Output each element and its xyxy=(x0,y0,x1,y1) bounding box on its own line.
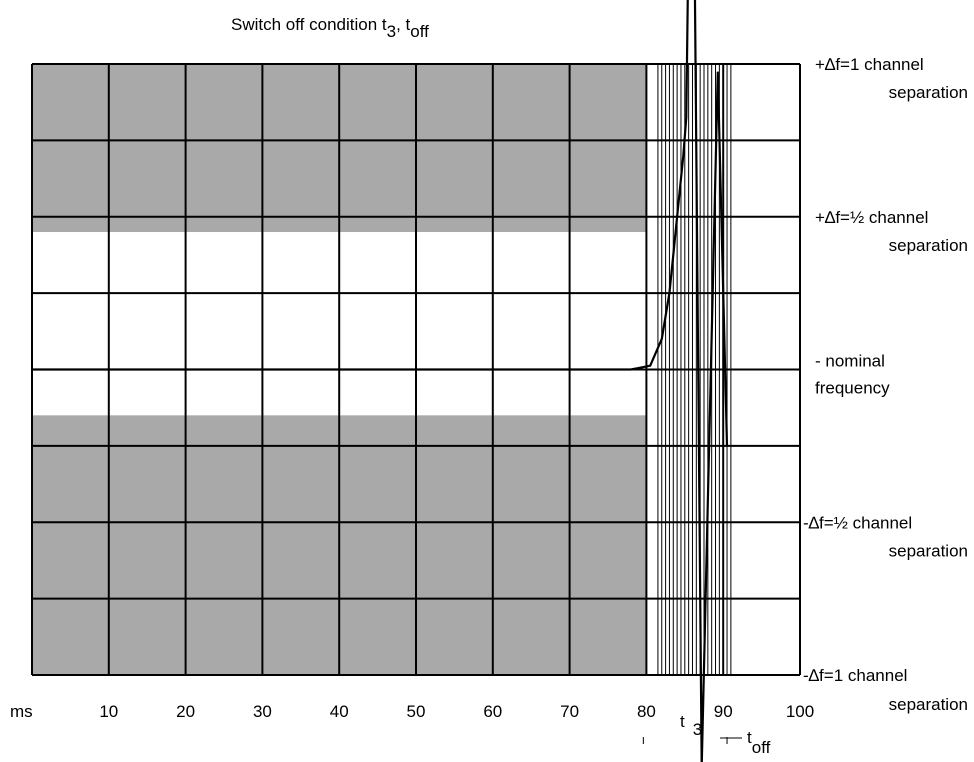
series-layer xyxy=(32,0,729,762)
t3-label-sub: 3 xyxy=(693,720,702,739)
x-tick-label-60: 60 xyxy=(483,702,502,721)
x-tick-label-50: 50 xyxy=(407,702,426,721)
time-markers: t 3 toff xyxy=(642,712,771,757)
side-label-3-line-2: separation xyxy=(889,541,968,560)
side-label-4-line-1: -∆f=1 channel xyxy=(803,666,907,685)
chart-title-sub2: off xyxy=(410,22,429,41)
side-label-0-line-1: +∆f=1 channel xyxy=(815,55,924,74)
side-label-1-line-2: separation xyxy=(889,236,968,255)
toff-label-sub: off xyxy=(752,738,771,757)
series-line-0 xyxy=(32,0,729,762)
x-tick-label-70: 70 xyxy=(560,702,579,721)
side-label-0-line-2: separation xyxy=(889,83,968,102)
chart-title-sub1: 3 xyxy=(387,22,396,41)
chart-title: Switch off condition t3, toff xyxy=(231,15,429,41)
x-tick-label-80: 80 xyxy=(637,702,656,721)
x-tick-label-90: 90 xyxy=(714,702,733,721)
side-label-3-line-1: -∆f=½ channel xyxy=(803,513,912,532)
x-tick-label-100: 100 xyxy=(786,702,814,721)
toff-label: toff xyxy=(747,728,771,757)
side-label-4-line-2: separation xyxy=(889,695,968,714)
x-tick-label-20: 20 xyxy=(176,702,195,721)
chart-title-main: Switch off condition t xyxy=(231,15,387,34)
side-label-1-line-1: +∆f=½ channel xyxy=(815,208,928,227)
x-tick-label-30: 30 xyxy=(253,702,272,721)
x-unit-label: ms xyxy=(10,702,33,721)
chart-title-sep: , t xyxy=(396,15,410,34)
x-tick-label-10: 10 xyxy=(99,702,118,721)
side-labels: +∆f=1 channel separation +∆f=½ channel sepa… xyxy=(803,55,968,714)
x-tick-labels: ms 10 20 30 40 50 60 70 80 90 100 xyxy=(10,702,814,721)
t3-label-t: t xyxy=(680,712,685,731)
toff-label-t: t xyxy=(747,728,752,747)
side-label-2-line-1: - nominal xyxy=(815,352,885,371)
side-label-2-line-2: frequency xyxy=(815,379,890,398)
x-tick-label-40: 40 xyxy=(330,702,349,721)
